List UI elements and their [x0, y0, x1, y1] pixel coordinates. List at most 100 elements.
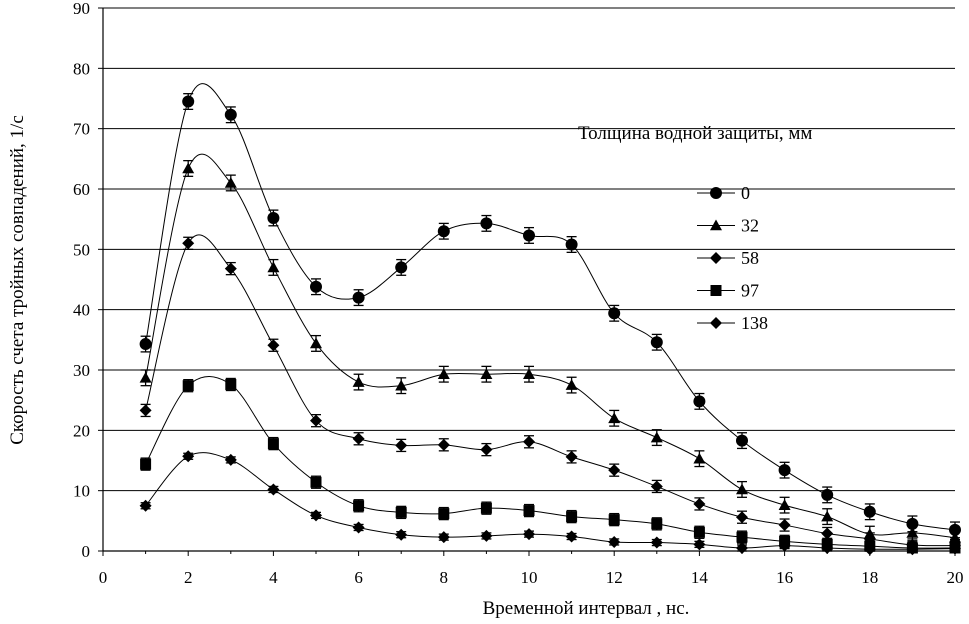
data-point: [736, 531, 748, 543]
x-tick-label: 4: [269, 568, 278, 587]
data-point: [565, 530, 578, 543]
data-point: [650, 480, 663, 493]
y-tick-label: 90: [73, 0, 90, 18]
axes: [98, 7, 956, 556]
data-point: [650, 431, 663, 443]
data-point: [710, 219, 722, 231]
tick-labels: 0 10 20 30 40 50 60 70 80 90 0 2 4 6 8 10 12 14 16 18 20: [73, 0, 964, 587]
data-point: [608, 412, 621, 424]
data-point: [710, 187, 722, 199]
series-138: [139, 450, 961, 556]
legend-item-0: 0: [697, 183, 750, 203]
series: [139, 83, 961, 556]
y-tick-label: 60: [73, 180, 90, 199]
x-tick-label: 8: [440, 568, 449, 587]
series-line: [145, 375, 956, 549]
data-point: [565, 238, 578, 251]
data-point: [139, 371, 152, 383]
data-point: [523, 528, 535, 541]
legend-label: 0: [741, 183, 750, 203]
x-tick-label: 16: [776, 568, 793, 587]
data-point: [395, 379, 408, 391]
data-point: [267, 483, 280, 496]
data-point: [651, 518, 663, 530]
series-line: [145, 83, 956, 531]
x-tick-label: 18: [861, 568, 878, 587]
data-point: [480, 443, 493, 456]
data-point: [395, 528, 408, 541]
y-axis-title: Скорость счета тройных совпадений, 1/с: [7, 115, 28, 445]
data-point: [437, 531, 450, 544]
data-point: [821, 510, 834, 522]
data-point: [693, 395, 706, 408]
legend: Толщина водной защиты, мм 0 32 58 97 138: [578, 123, 812, 333]
data-point: [480, 217, 493, 230]
data-point: [182, 237, 195, 250]
data-point: [352, 376, 365, 387]
x-axis-title: Временной интервал , нс.: [483, 598, 690, 619]
data-point: [480, 502, 492, 514]
data-point: [693, 497, 706, 510]
data-point: [352, 432, 365, 445]
x-tick-label: 20: [947, 568, 964, 587]
grid: [103, 7, 955, 492]
data-point: [480, 368, 493, 380]
data-point: [523, 435, 535, 448]
data-point: [310, 476, 322, 488]
data-point: [224, 453, 237, 466]
data-point: [139, 404, 152, 417]
x-tick-label: 2: [184, 568, 193, 587]
data-point: [710, 285, 722, 296]
data-point: [565, 450, 578, 463]
data-point: [480, 529, 493, 542]
data-point: [523, 229, 535, 242]
series-0: [139, 83, 961, 539]
data-point: [608, 307, 621, 320]
data-point: [863, 543, 876, 556]
series-58: [139, 234, 961, 552]
data-point: [608, 535, 621, 548]
series-line: [145, 153, 956, 539]
data-point: [693, 452, 706, 464]
y-tick-label: 0: [82, 542, 91, 561]
legend-label: 32: [741, 216, 759, 236]
data-point: [906, 526, 919, 538]
series-32: [139, 153, 961, 547]
data-point: [710, 317, 722, 329]
y-tick-label: 80: [73, 59, 90, 78]
data-point: [310, 414, 322, 427]
data-point: [650, 336, 663, 349]
data-point: [710, 252, 722, 264]
y-tick-label: 70: [73, 120, 90, 139]
data-point: [310, 509, 322, 522]
legend-label: 58: [741, 248, 759, 268]
data-point: [821, 527, 834, 540]
data-point: [395, 439, 408, 452]
data-point: [182, 162, 195, 174]
series-line: [145, 234, 956, 547]
data-point: [310, 337, 322, 349]
data-point: [182, 450, 195, 463]
data-point: [139, 499, 152, 512]
y-tick-label: 10: [73, 482, 90, 501]
data-point: [565, 379, 578, 390]
data-point: [736, 541, 748, 554]
data-point: [778, 519, 791, 532]
legend-item-138: 138: [697, 313, 768, 333]
data-point: [352, 291, 365, 304]
data-point: [906, 543, 919, 556]
data-point: [693, 538, 706, 551]
legend-item-58: 58: [697, 248, 759, 268]
series-97: [140, 375, 961, 554]
data-point: [310, 280, 322, 293]
data-point: [395, 506, 407, 518]
data-point: [778, 539, 791, 552]
data-point: [736, 483, 748, 495]
data-point: [140, 458, 152, 470]
data-point: [778, 499, 791, 510]
y-tick-label: 20: [73, 421, 90, 440]
legend-label: 97: [741, 281, 759, 301]
data-point: [182, 95, 195, 108]
data-point: [224, 108, 237, 121]
